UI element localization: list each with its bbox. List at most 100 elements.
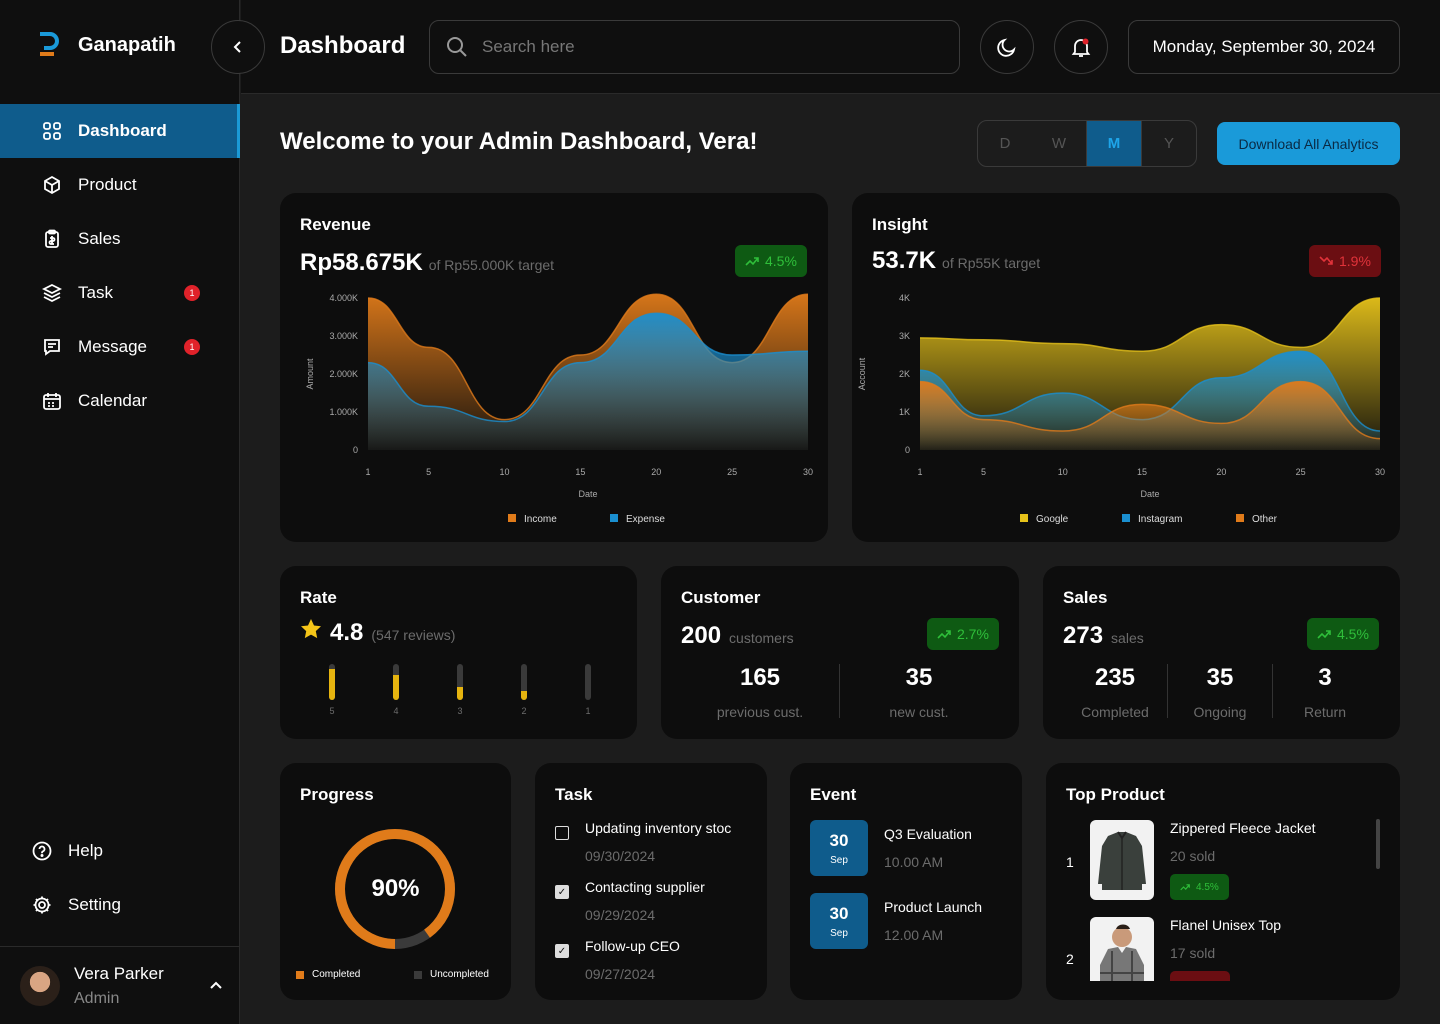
product-rank: 1: [1066, 854, 1074, 870]
product-image: [1090, 917, 1154, 981]
chevron-up-icon[interactable]: [208, 978, 224, 994]
legend-swatch: [1122, 514, 1130, 522]
stat-label: previous cust.: [716, 704, 804, 720]
progress-ring: [335, 829, 455, 949]
download-analytics-button[interactable]: Download All Analytics: [1217, 122, 1400, 165]
notification-button[interactable]: [1054, 20, 1108, 74]
event-title: Q3 Evaluation: [884, 826, 972, 842]
insight-change-badge: 1.9%: [1309, 245, 1381, 277]
card-title: Insight: [872, 215, 928, 234]
y-tick-label: 4K: [899, 293, 910, 303]
rating-bar-2: [521, 664, 527, 700]
y-tick-label: 2K: [899, 369, 910, 379]
event-day: 30: [829, 903, 849, 923]
task-item[interactable]: Updating inventory stoc 09/30/2024: [555, 820, 731, 864]
stat-new-customers: 35 new cust.: [840, 664, 998, 720]
period-option-month[interactable]: M: [1086, 121, 1142, 166]
sidebar-item-task[interactable]: Task 1: [0, 266, 240, 320]
revenue-card: Revenue Rp58.675K of Rp55.000K target 4.…: [280, 193, 828, 542]
sales-change-badge: 4.5%: [1307, 618, 1379, 650]
rating-bar-label: 2: [521, 706, 527, 716]
sidebar-item-sales[interactable]: Sales: [0, 212, 240, 266]
sidebar-item-help[interactable]: Help: [0, 824, 240, 878]
notification-badge: 1: [184, 285, 200, 301]
task-item[interactable]: ✓ Contacting supplier 09/29/2024: [555, 879, 705, 923]
change-value: 2.7%: [957, 626, 989, 642]
event-day: 30: [829, 830, 849, 850]
insight-value: 53.7K: [872, 247, 937, 274]
task-checkbox[interactable]: ✓: [555, 944, 569, 958]
task-date: 09/30/2024: [585, 848, 656, 864]
scrollbar[interactable]: [1376, 819, 1380, 869]
change-value: 1.9%: [1339, 253, 1371, 269]
change-value: 4.5%: [1337, 626, 1369, 642]
rating-bar-label: 5: [329, 706, 335, 716]
y-tick-label: 1.000K: [329, 407, 358, 417]
event-card: Event 30 Sep Q3 Evaluation 10.00 AM 30 Sep …: [790, 763, 1022, 1000]
legend-label: Completed: [312, 969, 361, 980]
sidebar-item-message[interactable]: Message 1: [0, 320, 240, 374]
bell-icon: [1071, 38, 1091, 57]
product-item[interactable]: 2 Flanel Unisex Top 17 sold: [1066, 917, 1281, 981]
sidebar-item-dashboard[interactable]: Dashboard: [0, 104, 240, 158]
layers-icon: [42, 283, 62, 303]
progress-arc: [335, 829, 455, 949]
event-date-badge: 30 Sep: [810, 893, 868, 949]
card-title: Customer: [681, 588, 761, 607]
brand[interactable]: Ganapatih: [36, 30, 176, 60]
sales-unit: sales: [1111, 630, 1144, 646]
stat-previous-customers: 165 previous cust.: [681, 664, 839, 720]
stat-number: 235: [1094, 664, 1136, 691]
rating-bar-fill: [393, 674, 399, 700]
x-tick-label: 1: [365, 467, 370, 477]
legend-label: Instagram: [1138, 514, 1182, 525]
chat-icon: [44, 339, 60, 356]
page-title: Dashboard: [280, 32, 406, 59]
task-checkbox[interactable]: [555, 826, 569, 840]
task-checkbox[interactable]: ✓: [555, 885, 569, 899]
sidebar-item-calendar[interactable]: Calendar: [0, 374, 240, 428]
event-time: 10.00 AM: [884, 854, 944, 870]
sidebar-item-label: Setting: [68, 895, 121, 914]
product-item[interactable]: 1 Zippered Fleece Jacket 20 sold 4.5%: [1066, 820, 1316, 900]
review-count: (547 reviews): [371, 627, 456, 643]
rating-bar-label: 1: [585, 706, 591, 716]
event-item[interactable]: 30 Sep Product Launch 12.00 AM: [810, 893, 982, 949]
rating-bar-3: [457, 664, 463, 700]
sidebar-item-setting[interactable]: Setting: [0, 878, 240, 932]
legend-completed: Completed: [296, 969, 360, 980]
trend-up-icon: [1180, 884, 1190, 891]
x-tick-label: 30: [1375, 467, 1385, 477]
trend-up-icon: [745, 257, 759, 266]
event-item[interactable]: 30 Sep Q3 Evaluation 10.00 AM: [810, 820, 972, 876]
collapse-sidebar-button[interactable]: [211, 20, 265, 74]
search-icon: [447, 37, 467, 57]
y-tick-label: 3K: [899, 331, 910, 341]
y-axis-label: Amount: [305, 358, 315, 390]
period-option-year[interactable]: Y: [1163, 135, 1174, 152]
search-input[interactable]: Search here: [429, 20, 960, 74]
stat-label: Completed: [1081, 704, 1149, 720]
sidebar-item-product[interactable]: Product: [0, 158, 240, 212]
period-selector: D W M Y: [977, 120, 1197, 167]
series-area-expense: [368, 313, 808, 450]
card-title: Event: [810, 785, 857, 804]
x-axis-label: Date: [1140, 489, 1159, 499]
revenue-change-badge: 4.5%: [735, 245, 807, 277]
revenue-value: Rp58.675K: [300, 249, 423, 276]
product-image: [1090, 820, 1154, 900]
brand-name: Ganapatih: [78, 33, 176, 56]
stat-ongoing: 35 Ongoing: [1168, 664, 1272, 720]
stat-number: 35: [1206, 664, 1234, 691]
period-option-day[interactable]: D: [999, 135, 1011, 152]
theme-toggle-button[interactable]: [980, 20, 1034, 74]
sidebar-item-label: Calendar: [78, 391, 147, 410]
stat-number: 165: [739, 664, 781, 691]
top-product-card: Top Product 1 Zippered Fleece Jacket 20 …: [1046, 763, 1400, 1000]
product-change-badge: [1170, 971, 1230, 981]
period-option-week[interactable]: W: [1051, 135, 1067, 152]
change-value: 4.5%: [765, 253, 797, 269]
user-profile[interactable]: Vera Parker Admin: [0, 946, 240, 1024]
task-item[interactable]: ✓ Follow-up CEO 09/27/2024: [555, 938, 680, 982]
